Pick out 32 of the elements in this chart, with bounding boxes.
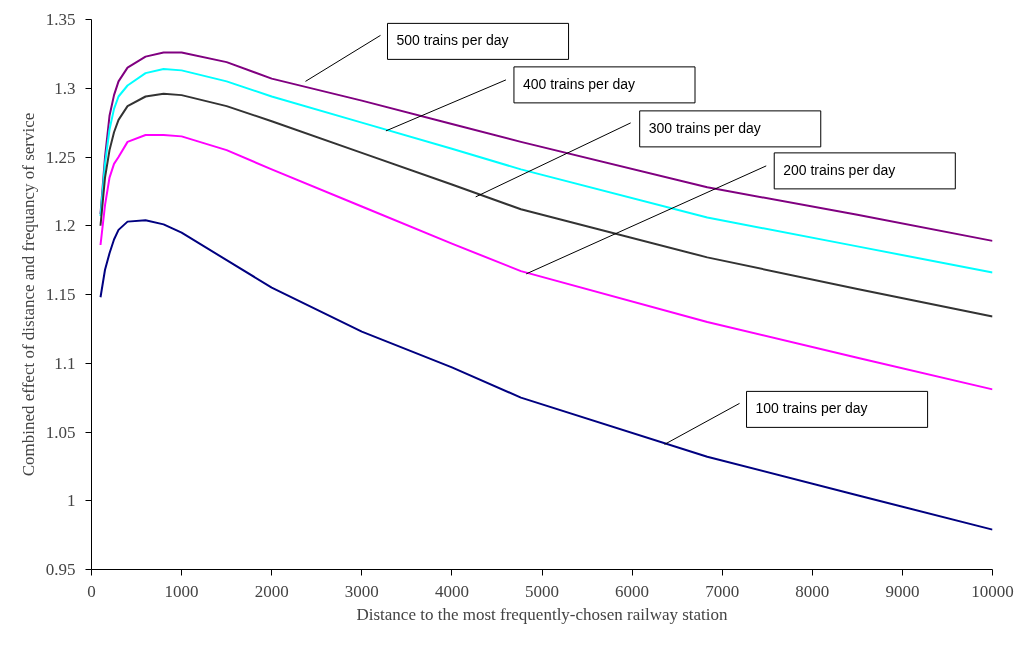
annotation: 200 trains per day [783,161,896,178]
x-tick-label: 0 [87,581,96,601]
x-tick-label: 7000 [705,581,740,601]
y-tick-label: 1.15 [45,285,76,304]
x-tick-label: 10000 [971,581,1014,601]
annotation: 300 trains per day [648,119,761,136]
line-series [99,134,993,391]
annotation: 400 trains per day [522,75,636,92]
x-axis-title: Distance to the most frequently-chosen railway station [356,604,729,624]
y-tick-label: 1.2 [54,216,76,236]
x-tick-label: 3000 [344,581,379,601]
x-tick-label: 8000 [795,581,830,601]
x-tick-label: 1000 [164,581,199,601]
y-axis-title: Combined effect of distance and frequancy of service [18,112,38,477]
y-tick-label: 1.05 [45,422,76,442]
y-tick-label: 1.35 [45,10,76,29]
annotation: 500 trains per day [396,32,509,49]
y-tick-label: 1.25 [45,147,76,167]
x-tick-label: 2000 [254,581,289,601]
x-tick-label: 6000 [615,581,650,601]
x-tick-label: 9000 [885,581,920,601]
y-tick-label: 0.95 [45,560,76,579]
x-tick-label: 5000 [525,581,559,601]
y-tick-label: 1 [67,491,76,511]
line-series [99,68,993,274]
line-series [99,92,993,318]
y-tick-label: 1.1 [54,353,76,373]
line-series [99,219,993,531]
line-series [99,51,993,242]
y-tick-label: 1.3 [54,78,76,98]
annotation: 100 trains per day [755,400,868,417]
x-tick-label: 4000 [434,581,469,601]
